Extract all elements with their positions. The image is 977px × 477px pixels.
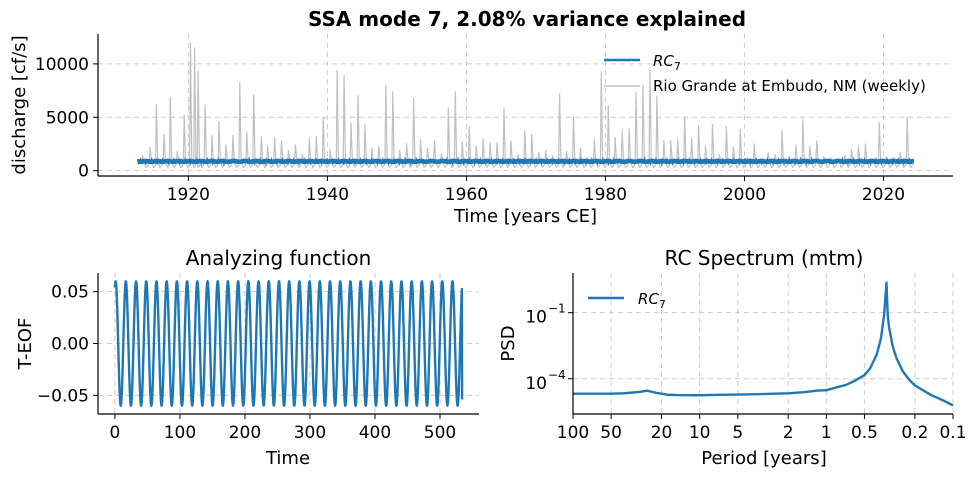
y-tick-label: 5000 bbox=[46, 108, 89, 128]
suptitle: SSA mode 7, 2.08% variance explained bbox=[308, 7, 746, 31]
x-axis-title: Period [years] bbox=[701, 448, 826, 469]
legend-label-rc7: RC7 bbox=[638, 290, 666, 311]
panel-rc-spectrum: 100 50 20 10 5 2 1 0.5 0.2 0.110 −410 −1RC Spectrum… bbox=[498, 246, 967, 469]
panel-title-eof: Analyzing function bbox=[186, 246, 372, 270]
x-tick-label: 2000 bbox=[723, 185, 766, 205]
panel-title-spectrum: RC Spectrum (mtm) bbox=[665, 246, 864, 270]
x-tick-label: 0.1 bbox=[939, 423, 966, 443]
y-tick-label: 10000 bbox=[35, 55, 89, 75]
x-tick-label: 2020 bbox=[862, 185, 905, 205]
panel-analyzing-function: 0 100 200 300 400 500 −0.05 0.00 0.05 Analyzing f… bbox=[15, 246, 479, 469]
x-axis-title: Time [years CE] bbox=[453, 206, 597, 227]
legend-label-raw: Rio Grande at Embudo, NM (weekly) bbox=[653, 77, 926, 95]
x-tick-label: 500 bbox=[424, 423, 456, 443]
x-tick-label: 100 bbox=[557, 423, 589, 443]
y-axis-title: T-EOF bbox=[15, 318, 36, 371]
x-tick-label: 400 bbox=[359, 423, 391, 443]
x-tick-label: 0 bbox=[109, 423, 120, 443]
panel-discharge: 1920 1940 1960 1980 2000 2020 0 5000 10000 Time [… bbox=[9, 34, 953, 227]
y-tick-label: 0.00 bbox=[51, 335, 89, 355]
x-tick-label: 200 bbox=[229, 423, 261, 443]
x-tick-label: 0.2 bbox=[901, 423, 928, 443]
rc7-spectrum-line bbox=[573, 281, 954, 407]
raw-discharge-line bbox=[137, 41, 914, 169]
legend-label-rc7: RC7 bbox=[653, 52, 681, 73]
legend: RC7 Rio Grande at Embudo, NM (weekly) bbox=[604, 52, 926, 95]
x-axis-title: Time bbox=[265, 448, 310, 469]
x-tick-label: 1920 bbox=[167, 185, 210, 205]
t-eof-line bbox=[113, 280, 464, 407]
y-tick-label-exponent: −1 bbox=[548, 302, 566, 316]
x-tick-label: 5 bbox=[732, 423, 743, 443]
y-tick-label: 0.05 bbox=[51, 283, 89, 303]
x-tick-label: 10 bbox=[689, 423, 711, 443]
legend: RC7 bbox=[588, 290, 666, 311]
x-tick-label: 50 bbox=[600, 423, 622, 443]
y-tick-label: 10 bbox=[525, 374, 547, 394]
x-tick-label: 1980 bbox=[584, 185, 627, 205]
x-tick-label: 0.5 bbox=[851, 423, 878, 443]
y-tick-label: 0 bbox=[78, 162, 89, 182]
y-axis-title: PSD bbox=[498, 325, 519, 361]
x-tick-label: 20 bbox=[651, 423, 673, 443]
x-tick-label: 100 bbox=[164, 423, 196, 443]
y-tick-label-exponent: −4 bbox=[548, 368, 566, 382]
x-tick-label: 1 bbox=[821, 423, 832, 443]
x-tick-label: 1960 bbox=[445, 185, 488, 205]
y-tick-label: 10 bbox=[525, 308, 547, 328]
y-tick-label: −0.05 bbox=[37, 386, 89, 406]
x-tick-label: 300 bbox=[294, 423, 326, 443]
x-tick-label: 2 bbox=[783, 423, 794, 443]
y-axis-title: discharge [cf/s] bbox=[9, 35, 30, 174]
x-tick-label: 1940 bbox=[306, 185, 349, 205]
